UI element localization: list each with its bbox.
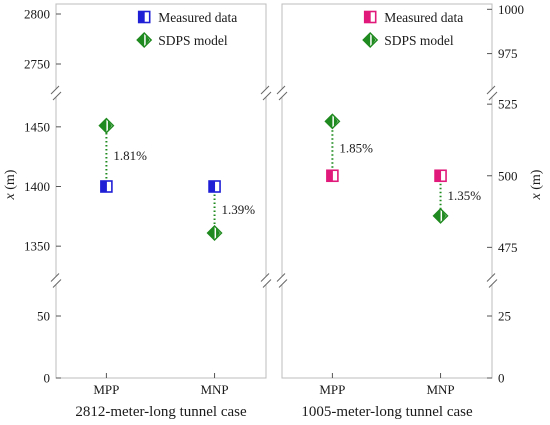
- marker-fill: [364, 11, 371, 23]
- axis-break-mark: [50, 85, 60, 95]
- marker-fill: [107, 120, 112, 131]
- axis-break-gap: [488, 276, 496, 285]
- y-tick-label: 0: [498, 371, 505, 386]
- marker-fill: [207, 226, 215, 241]
- axis-break-mark: [276, 85, 286, 95]
- error-percent-label: 1.39%: [222, 202, 256, 217]
- y-axis-label-var: x: [3, 192, 18, 200]
- model-point: [98, 117, 115, 134]
- axis-break-mark: [488, 279, 498, 288]
- marker-fill: [333, 116, 338, 127]
- y-tick-label: 2800: [24, 7, 50, 22]
- plot-frame: [281, 3, 493, 379]
- measured-point: [208, 180, 221, 193]
- axis-break-mark: [260, 273, 270, 282]
- marker-fill: [363, 33, 371, 47]
- axis-break-mark: [50, 273, 60, 282]
- x-tick-label: MPP: [93, 382, 119, 397]
- axis-break-mark: [278, 91, 288, 101]
- y-tick-label: 1350: [24, 239, 50, 254]
- error-percent-label: 1.85%: [339, 141, 373, 156]
- chart-panel-2: 0 25 475 500 525 975 1000 MPP MNP 1.85% 1.35% Measu…: [276, 2, 544, 420]
- x-tick-label: MNP: [426, 382, 454, 397]
- axis-break-gap: [52, 276, 60, 285]
- axis-break-gap: [488, 89, 496, 97]
- case-label: 1005-meter-long tunnel case: [301, 404, 473, 420]
- marker-fill: [137, 33, 145, 47]
- y-axis-label: x (m): [529, 169, 544, 200]
- plot-frame: [55, 3, 267, 379]
- marker-fill: [216, 228, 221, 239]
- marker-fill: [99, 118, 107, 133]
- legend-measured-marker: [363, 10, 377, 24]
- marker-fill: [442, 210, 447, 221]
- axis-break-gap: [262, 89, 270, 97]
- marker-fill: [145, 35, 150, 45]
- y-tick-label: 500: [498, 168, 518, 183]
- marker-fill: [433, 208, 441, 223]
- measured-point: [326, 169, 339, 183]
- measured-point: [434, 169, 447, 183]
- marker-fill: [326, 170, 333, 182]
- axis-break-mark: [262, 91, 272, 101]
- chart-panel-1: 0 50 1350 1400 1450 2750 2800 MPP MNP 1.81% 1.39% M…: [3, 3, 272, 420]
- legend-measured-marker: [137, 10, 151, 24]
- y-axis-label-var: x: [529, 192, 544, 200]
- axis-break-mark: [52, 279, 62, 288]
- axis-break-gap: [278, 89, 286, 97]
- y-tick-label: 475: [498, 240, 518, 255]
- axis-break-mark: [276, 273, 286, 282]
- marker-fill: [435, 170, 442, 182]
- marker-fill: [138, 11, 145, 23]
- marker-fill: [100, 181, 107, 192]
- legend-model-marker: [362, 32, 379, 48]
- axis-break-gap: [262, 276, 270, 285]
- measured-point: [100, 180, 113, 193]
- axis-break-mark: [488, 91, 498, 101]
- axis-break-mark: [486, 85, 496, 95]
- axis-break-mark: [52, 91, 62, 101]
- y-axis-label-unit: (m): [529, 169, 544, 193]
- marker-fill: [371, 35, 376, 45]
- y-tick-label: 1450: [24, 119, 50, 134]
- legend-measured-label: Measured data: [158, 10, 237, 25]
- axis-break-gap: [52, 89, 60, 97]
- y-axis-label: x (m): [3, 169, 18, 200]
- y-tick-label: 975: [498, 46, 518, 61]
- x-tick-label: MNP: [200, 382, 228, 397]
- axis-break-mark: [486, 273, 496, 282]
- y-tick-label: 2750: [24, 57, 50, 72]
- y-axis-label-unit: (m): [3, 169, 18, 193]
- axis-break-mark: [260, 85, 270, 95]
- legend-model-label: SDPS model: [158, 33, 228, 48]
- model-point: [206, 225, 223, 242]
- legend-measured-label: Measured data: [384, 10, 463, 25]
- model-point: [324, 113, 341, 130]
- y-tick-label: 525: [498, 97, 518, 112]
- error-percent-label: 1.81%: [113, 148, 147, 163]
- y-tick-label: 1000: [498, 2, 524, 17]
- y-tick-label: 1400: [24, 179, 50, 194]
- legend-model-marker: [136, 32, 153, 48]
- y-tick-label: 0: [44, 371, 51, 386]
- axis-break-mark: [278, 279, 288, 288]
- axis-break-gap: [278, 276, 286, 285]
- marker-fill: [209, 181, 216, 192]
- model-point: [432, 207, 449, 224]
- axis-break-mark: [262, 279, 272, 288]
- legend-model-label: SDPS model: [384, 33, 454, 48]
- x-tick-label: MPP: [319, 382, 345, 397]
- case-label: 2812-meter-long tunnel case: [75, 404, 247, 420]
- marker-fill: [325, 114, 333, 129]
- y-tick-label: 25: [498, 309, 511, 324]
- error-percent-label: 1.35%: [448, 188, 482, 203]
- y-tick-label: 50: [37, 309, 50, 324]
